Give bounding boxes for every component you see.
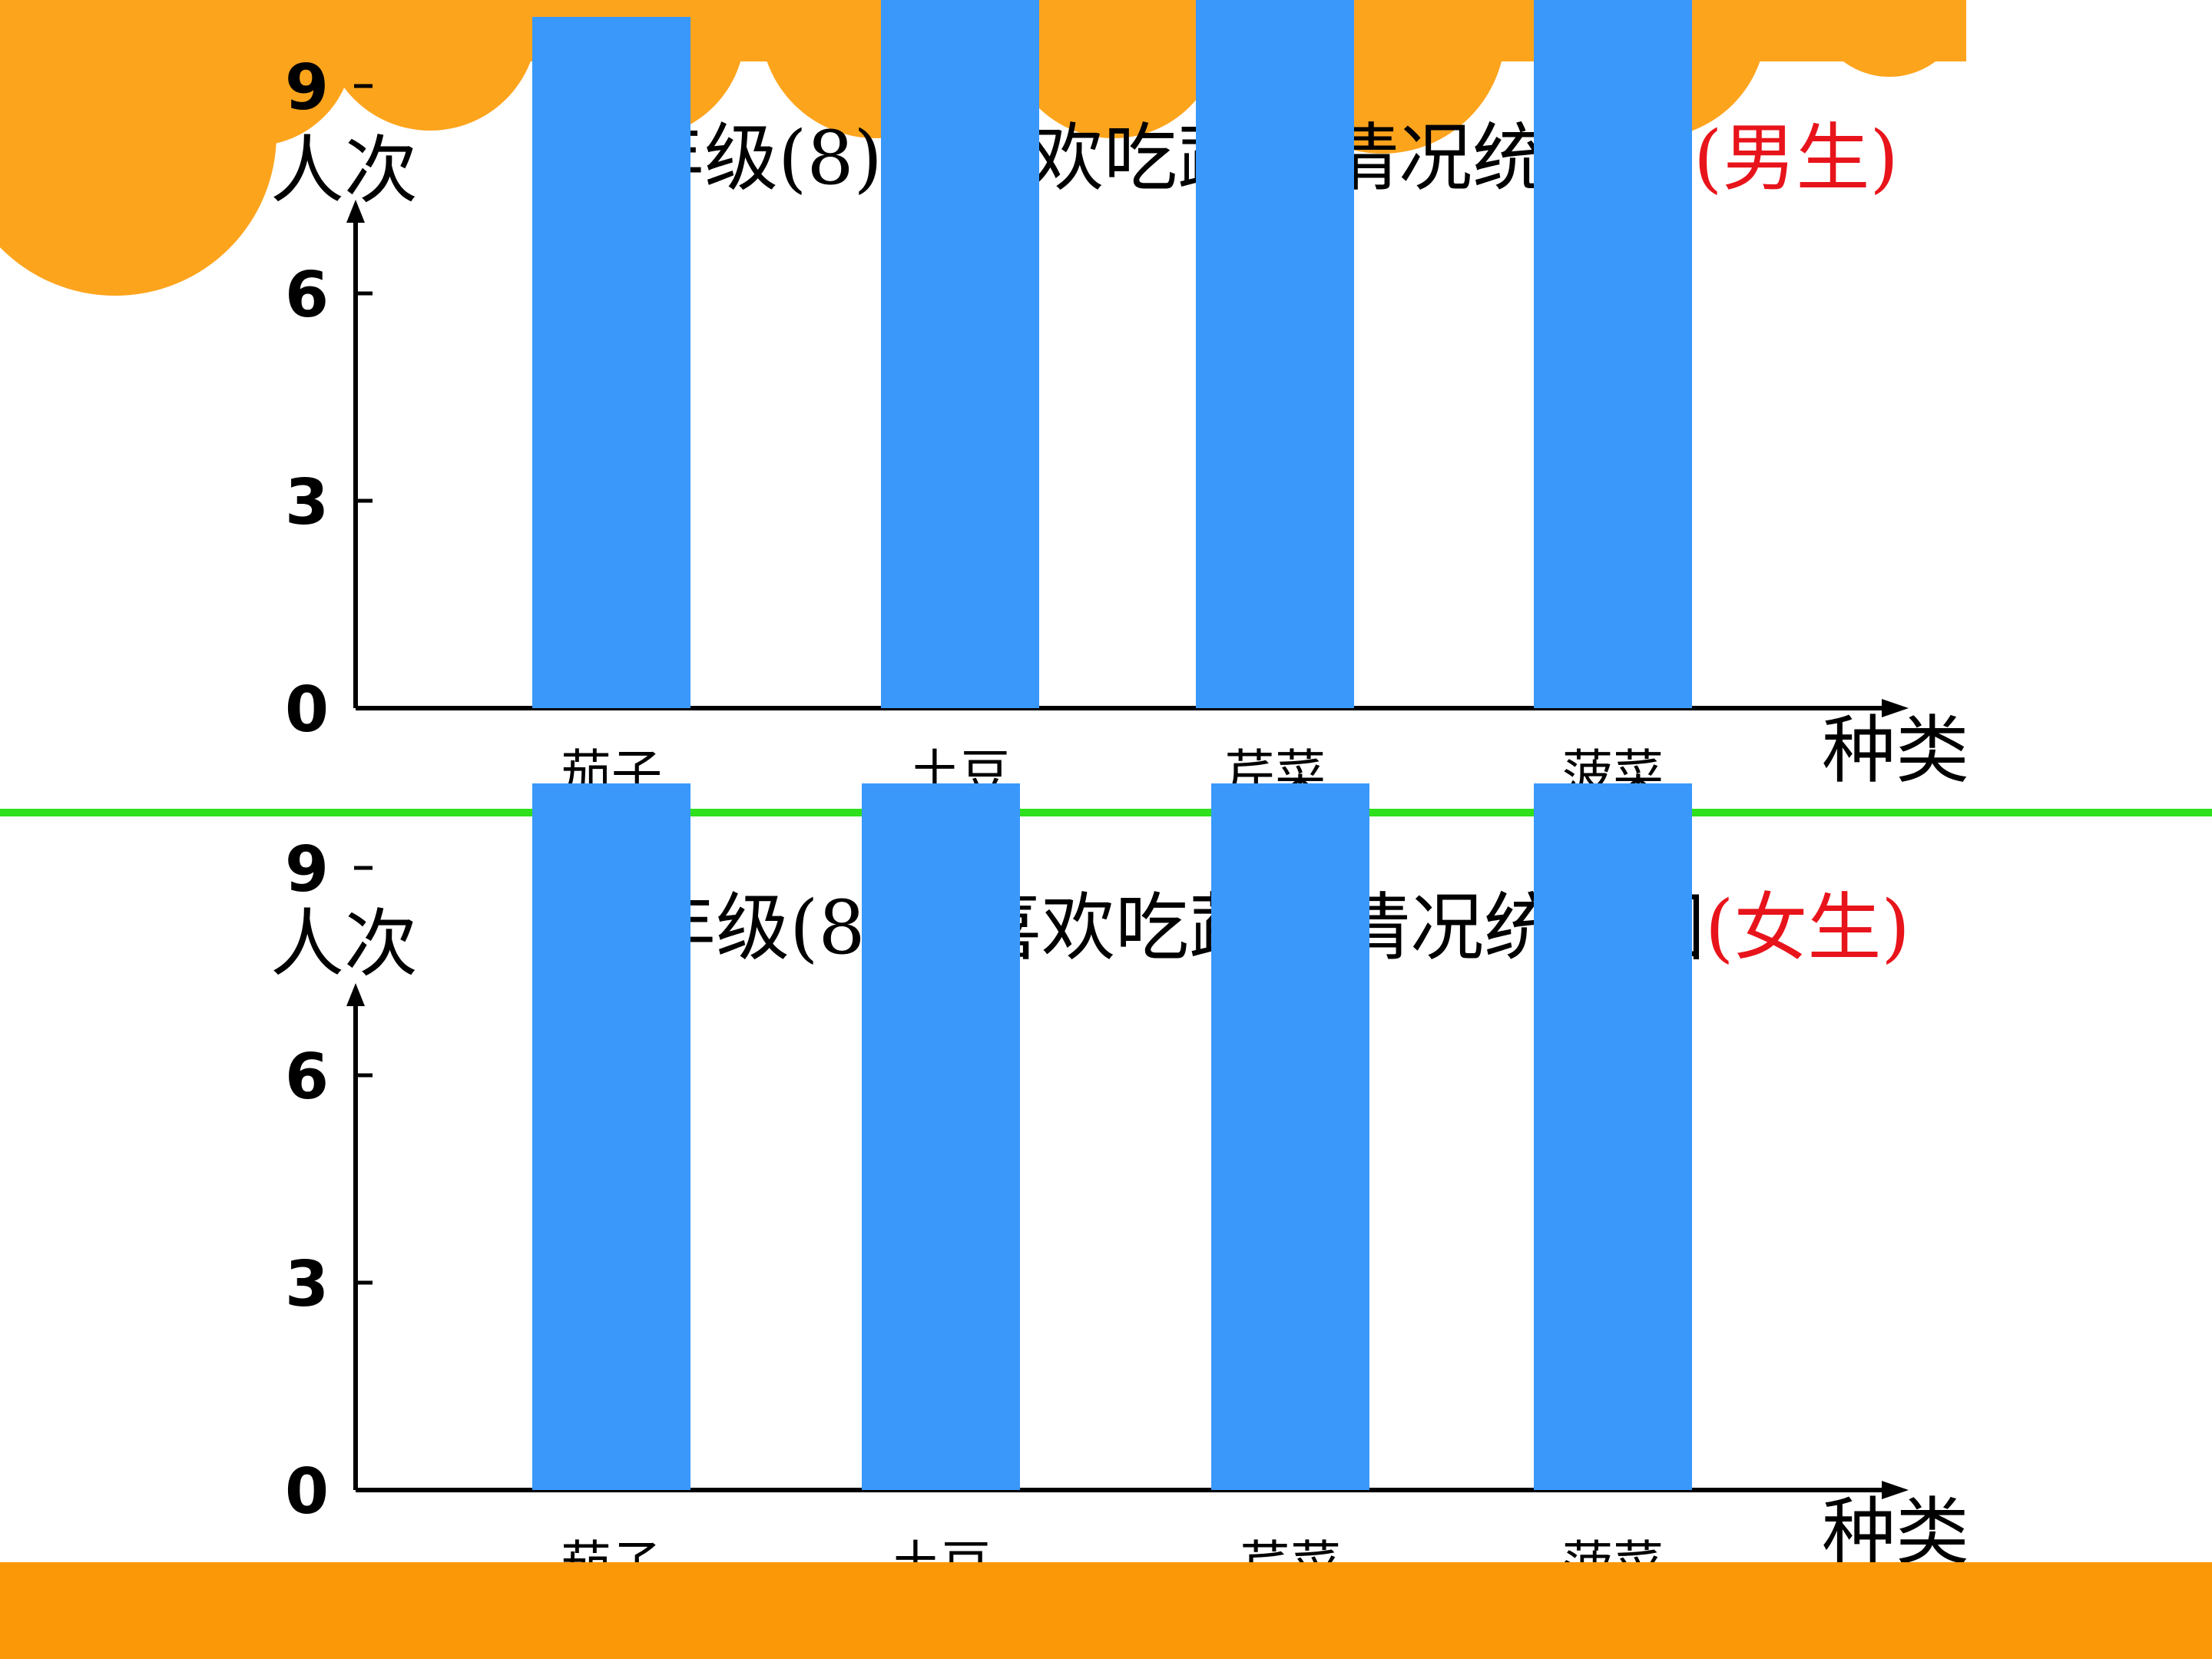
chart-title-girls: 四年级(8)班喜欢吃蔬菜情况统计图(女生): [568, 891, 1910, 965]
chart-title-highlight: (女生): [1704, 885, 1910, 971]
y-axis-arrow: [346, 200, 365, 223]
x-axis-arrow: [1882, 1481, 1909, 1499]
bar-芹菜: [1196, 0, 1354, 708]
bar-chart-girls: 人次种类036912151811茄子14土豆15芹菜13菠菜: [270, 783, 1969, 1594]
bar-茄子: [532, 17, 690, 708]
y-tick-label: 6: [285, 259, 329, 332]
bar-chart-boys: 人次种类036912151810茄子18土豆11芹菜13菠菜: [270, 0, 1969, 803]
y-tick-label: 9: [285, 51, 329, 124]
y-axis-label: 人次: [270, 901, 418, 987]
bar-菠菜: [1534, 783, 1692, 1490]
y-tick-label: 9: [285, 833, 329, 906]
y-axis-arrow: [346, 983, 365, 1006]
chart-title-highlight: (男生): [1693, 115, 1899, 201]
y-tick-label: 0: [285, 674, 329, 747]
y-tick-label: 3: [285, 466, 329, 539]
x-axis-label: 种类: [1822, 707, 1969, 793]
chart-title-text: 四年级(8)班喜欢吃蔬菜情况统计图: [557, 115, 1694, 201]
y-tick-label: 3: [285, 1248, 329, 1321]
divider-line: [0, 809, 2212, 816]
bar-土豆: [881, 0, 1039, 708]
y-tick-label: 6: [285, 1041, 329, 1114]
x-axis-arrow: [1882, 699, 1909, 717]
bottom-band: [0, 1562, 2212, 1659]
chart-title-boys: 四年级(8)班喜欢吃蔬菜情况统计图(男生): [557, 121, 1899, 195]
y-tick-label: 0: [285, 1455, 329, 1528]
y-axis-label: 人次: [270, 127, 418, 214]
bar-茄子: [532, 783, 690, 1490]
bar-菠菜: [1534, 0, 1692, 708]
data-label: 10: [543, 0, 637, 15]
bar-土豆: [862, 783, 1020, 1490]
chart-title-text: 四年级(8)班喜欢吃蔬菜情况统计图: [568, 885, 1705, 971]
x-axis-label: 种类: [1822, 1489, 1969, 1575]
bar-芹菜: [1211, 783, 1369, 1490]
